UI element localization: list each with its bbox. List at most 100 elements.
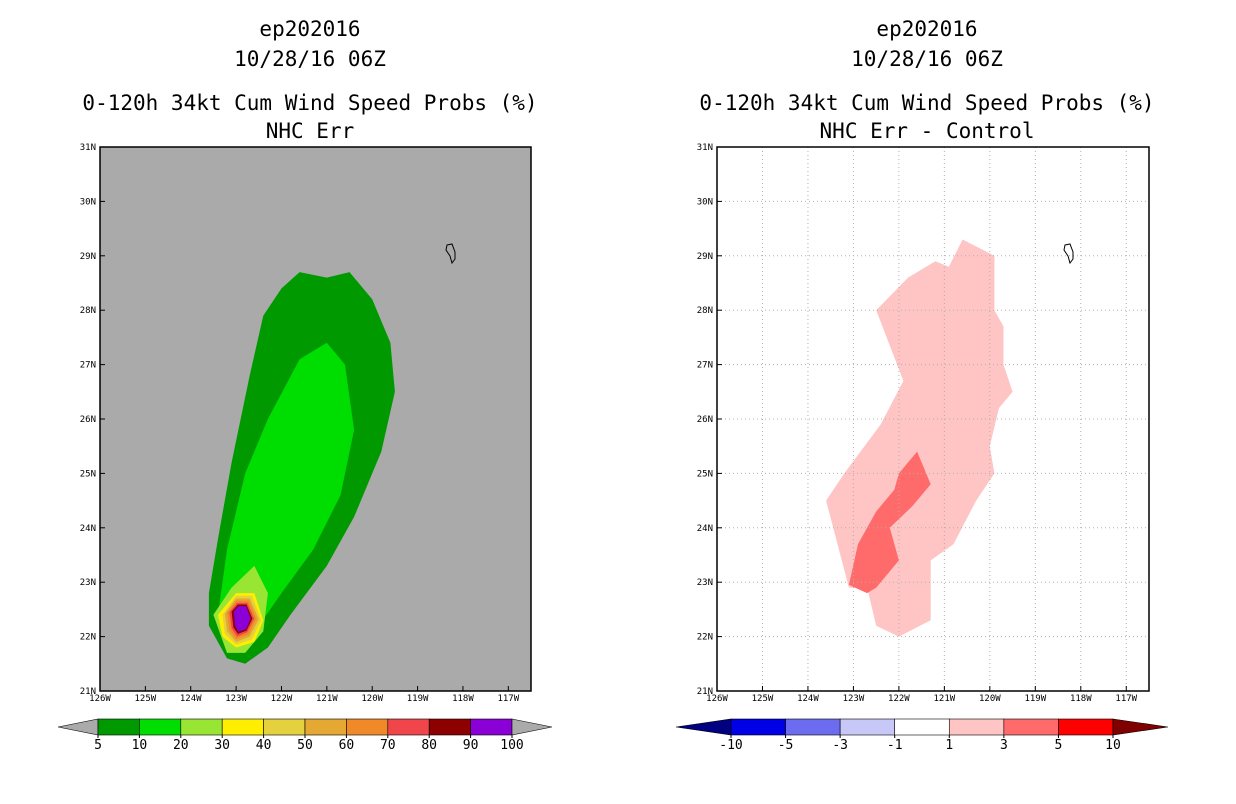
x-tick-label: 125W (752, 694, 774, 704)
x-axis-ticks: 126W 125W 124W 123W 122W 121W 120W 119W 118W 117W (706, 686, 1138, 704)
colorbar: -10 -5 -3 -1 1 3 5 10 (675, 718, 1169, 753)
colorbar-swatch (894, 718, 950, 736)
contour-layer (208, 272, 395, 664)
island-outline (1063, 243, 1074, 265)
colorbar-swatch (221, 718, 264, 736)
colorbar-swatch (263, 718, 306, 736)
colorbar-swatch (839, 718, 896, 736)
x-tick-label: 120W (979, 694, 1001, 704)
island-outline (445, 243, 456, 265)
x-tick-label: 123W (225, 694, 247, 704)
colorbar-label: 10 (1105, 738, 1121, 753)
y-tick-label: 23N (80, 578, 96, 588)
x-tick-label: 124W (797, 694, 819, 704)
y-tick-label: 29N (697, 252, 713, 262)
x-tick-label: 122W (271, 694, 293, 704)
x-axis-ticks: 126W 125W 124W 123W 122W 121W 120W 119W 118W 117W (89, 686, 520, 704)
colorbar-swatch (470, 718, 513, 736)
colorbar-label: 3 (1000, 738, 1008, 753)
y-axis-ticks: 21N 22N 23N 24N 25N 26N 27N 28N 29N 30N 31N (697, 143, 722, 697)
x-tick-label: 119W (1024, 694, 1046, 704)
colorbar-swatch (97, 718, 140, 736)
x-tick-label: 122W (888, 694, 910, 704)
y-tick-label: 23N (697, 578, 713, 588)
x-tick-label: 125W (135, 694, 157, 704)
colorbar-label: 40 (256, 738, 272, 753)
x-tick-label: 120W (361, 694, 383, 704)
x-tick-label: 118W (452, 694, 474, 704)
panel-titles: ep202016 10/28/16 06Z 0-120h 34kt Cum Wi… (82, 17, 537, 143)
colorbar-label: 5 (94, 738, 102, 753)
y-tick-label: 29N (80, 252, 96, 262)
panel-titles: ep202016 10/28/16 06Z 0-120h 34kt Cum Wi… (699, 17, 1154, 143)
x-tick-label: 121W (316, 694, 338, 704)
colorbar-swatch (730, 718, 786, 736)
title-datetime: 10/28/16 06Z (234, 47, 386, 71)
colorbar-label: -5 (778, 738, 794, 753)
title-storm-id: ep202016 (259, 17, 360, 41)
title-subtitle: NHC Err (266, 119, 355, 143)
x-tick-label: 124W (180, 694, 202, 704)
panel-nhc-err: ep202016 10/28/16 06Z 0-120h 34kt Cum Wi… (57, 17, 553, 753)
colorbar-high-arrow (1112, 718, 1169, 736)
colorbar-swatch (1058, 718, 1114, 736)
y-tick-label: 25N (80, 469, 96, 479)
colorbar-label: 90 (463, 738, 479, 753)
colorbar-swatch (785, 718, 841, 736)
title-datetime: 10/28/16 06Z (851, 47, 1003, 71)
colorbar-label: 70 (380, 738, 396, 753)
x-tick-label: 118W (1070, 694, 1092, 704)
colorbar-label: 100 (500, 738, 523, 753)
x-tick-label: 119W (407, 694, 429, 704)
colorbar: 5 10 20 30 40 50 60 70 80 90 100 (57, 718, 553, 753)
colorbar-label: 30 (214, 738, 230, 753)
colorbar-label: -1 (887, 738, 903, 753)
colorbar-label: 10 (132, 738, 148, 753)
colorbar-swatch (948, 718, 1005, 736)
y-tick-label: 26N (697, 415, 713, 425)
colorbar-label: 60 (339, 738, 355, 753)
colorbar-swatch (180, 718, 223, 736)
title-product: 0-120h 34kt Cum Wind Speed Probs (%) (82, 91, 537, 115)
contour-layer (826, 239, 1013, 637)
title-storm-id: ep202016 (876, 17, 977, 41)
y-tick-label: 22N (80, 633, 96, 643)
x-tick-label: 121W (934, 694, 956, 704)
y-tick-label: 22N (697, 633, 713, 643)
y-tick-label: 24N (80, 524, 96, 534)
y-tick-label: 27N (697, 361, 713, 371)
y-tick-label: 30N (697, 197, 713, 207)
colorbar-label: 80 (421, 738, 437, 753)
colorbar-label: 1 (945, 738, 953, 753)
panel-nhc-err-control: ep202016 10/28/16 06Z 0-120h 34kt Cum Wi… (675, 17, 1169, 753)
x-tick-label: 117W (1115, 694, 1137, 704)
y-tick-label: 30N (80, 197, 96, 207)
y-axis-ticks: 21N 22N 23N 24N 25N 26N 27N 28N 29N 30N 31N (80, 143, 105, 697)
contour-10-20 (218, 342, 355, 642)
y-tick-label: 24N (697, 524, 713, 534)
y-tick-label: 28N (697, 306, 713, 316)
title-subtitle: NHC Err - Control (820, 119, 1035, 143)
colorbar-swatch (139, 718, 182, 736)
contour-3-5 (848, 451, 931, 594)
colorbar-high-arrow (511, 718, 553, 736)
colorbar-label: 20 (173, 738, 189, 753)
y-tick-label: 28N (80, 306, 96, 316)
colorbar-swatch (346, 718, 389, 736)
colorbar-swatch (387, 718, 430, 736)
x-tick-label: 126W (706, 694, 728, 704)
y-tick-label: 25N (697, 469, 713, 479)
x-tick-label: 117W (497, 694, 519, 704)
colorbar-swatch (304, 718, 347, 736)
title-product: 0-120h 34kt Cum Wind Speed Probs (%) (699, 91, 1154, 115)
colorbar-swatch (428, 718, 471, 736)
y-tick-label: 21N (697, 687, 713, 697)
colorbar-low-arrow (675, 718, 732, 736)
colorbar-label: 50 (297, 738, 313, 753)
colorbar-label: -3 (832, 738, 848, 753)
y-tick-label: 31N (697, 143, 713, 153)
colorbar-label: -10 (719, 738, 742, 753)
y-tick-label: 26N (80, 415, 96, 425)
y-tick-label: 21N (80, 687, 96, 697)
